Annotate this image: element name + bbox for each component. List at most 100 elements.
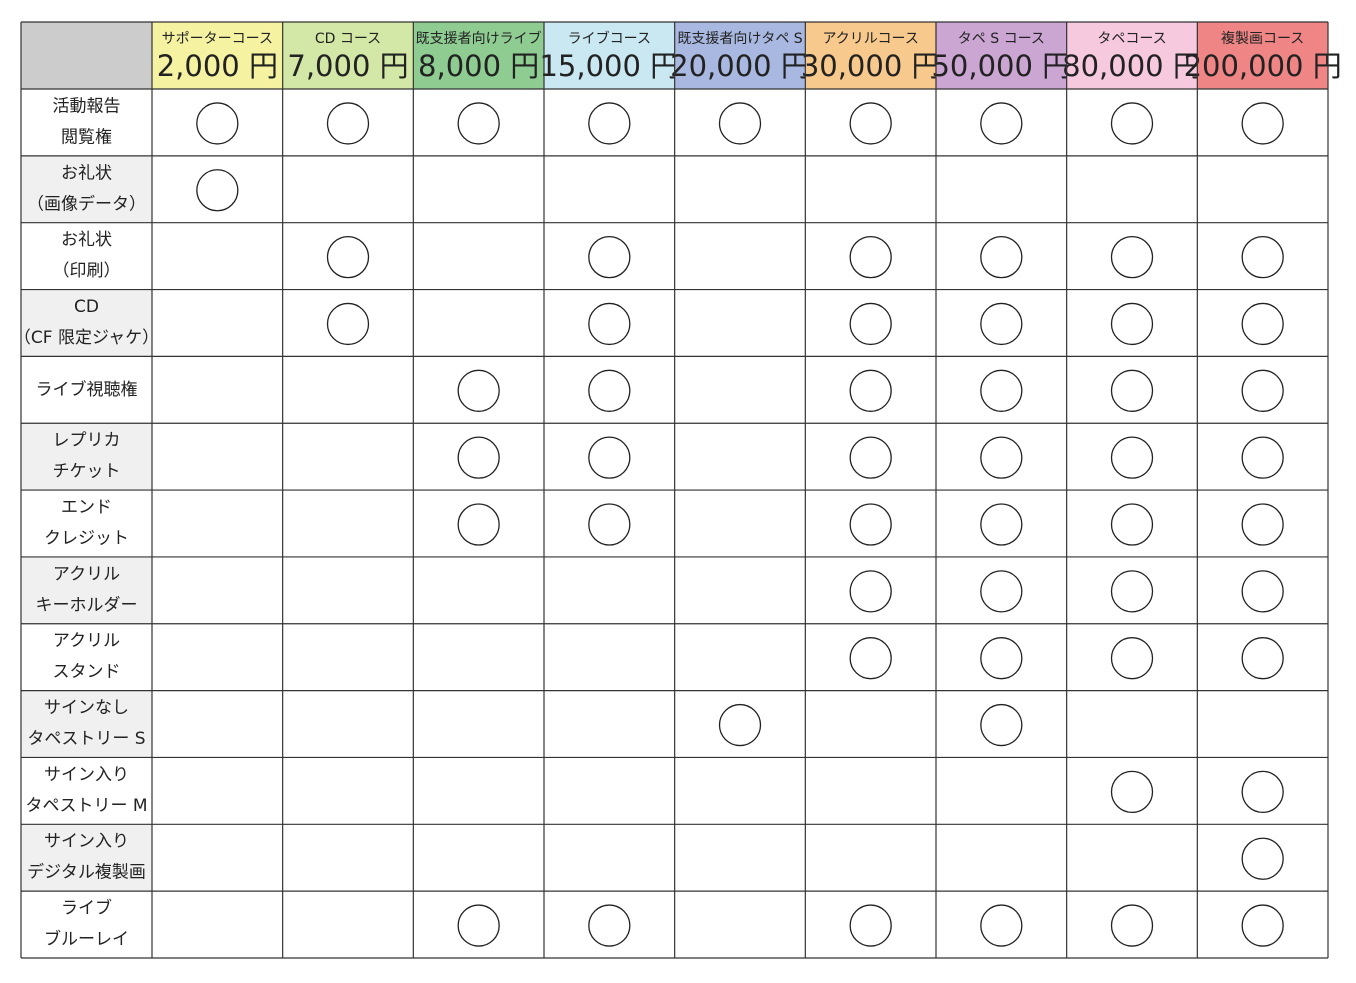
included-mark [980, 637, 1023, 680]
included-mark [980, 570, 1023, 613]
row-label: 活動報告 [53, 96, 121, 116]
row-label: タペストリー M [25, 796, 147, 816]
included-mark [196, 102, 239, 145]
included-mark [588, 235, 631, 279]
included-mark [457, 369, 500, 412]
included-mark [1241, 637, 1284, 680]
course-name: 既支援者向けタペ S [677, 31, 802, 47]
included-mark [980, 503, 1023, 546]
row-label: ライブ視聴権 [36, 379, 138, 400]
row-label: サイン入り [44, 765, 129, 785]
included-mark [980, 302, 1023, 346]
included-mark [1241, 102, 1284, 145]
included-mark [980, 436, 1023, 479]
included-mark [457, 904, 500, 947]
included-mark [1241, 570, 1284, 613]
included-mark [980, 235, 1023, 279]
course-price: 2,000 円 [157, 49, 278, 83]
included-mark [1110, 302, 1154, 346]
header-cell [413, 22, 544, 89]
included-mark [1241, 235, 1284, 279]
row-label-cell [21, 89, 152, 156]
header-cell [152, 22, 283, 89]
included-mark [196, 169, 239, 212]
included-mark [588, 503, 631, 546]
course-name: アクリルコース [823, 31, 919, 47]
included-mark [1110, 503, 1154, 546]
included-mark [849, 904, 892, 947]
included-mark [1110, 369, 1154, 412]
header-cell [1066, 22, 1198, 89]
course-name: タペコース [1097, 31, 1166, 47]
course-name: CD コース [315, 31, 381, 47]
included-mark [980, 369, 1023, 412]
row-label: （CF 限定ジャケ） [14, 328, 159, 348]
row-label: エンド [61, 498, 112, 518]
included-mark [1110, 102, 1154, 145]
course-name: タペ S コース [958, 31, 1045, 47]
course-name: 既支援者向けライブ [416, 30, 542, 47]
included-mark [1110, 570, 1154, 613]
included-mark [849, 102, 892, 145]
row-label: デジタル複製画 [27, 862, 146, 883]
included-mark [849, 503, 892, 546]
course-price: 15,000 円 [539, 49, 679, 83]
course-price: 200,000 円 [1184, 49, 1342, 83]
row-label: お礼状 [61, 230, 112, 250]
corner-cell [21, 22, 152, 89]
included-mark [980, 102, 1023, 145]
included-mark [1241, 302, 1284, 346]
included-mark [849, 369, 892, 412]
included-mark [326, 235, 370, 279]
included-mark [1241, 369, 1284, 412]
row-label: CD [74, 297, 99, 317]
course-price: 8,000 円 [418, 49, 539, 83]
row-label: スタンド [53, 662, 121, 682]
included-mark [849, 235, 892, 279]
course-name: 複製画コース [1221, 30, 1304, 47]
row-label-cell [21, 556, 152, 624]
included-mark [849, 436, 892, 479]
row-label-cell [21, 891, 152, 958]
included-mark [588, 102, 631, 145]
included-mark [1110, 770, 1154, 814]
row-label-cell [21, 423, 152, 491]
row-label: アクリル [53, 631, 120, 651]
included-mark [1110, 904, 1154, 947]
row-label-cell [21, 356, 152, 424]
included-mark [718, 102, 762, 145]
row-label: （画像データ） [27, 193, 146, 214]
header-cell [805, 22, 936, 89]
included-mark [1241, 904, 1284, 947]
row-label: キーホルダー [36, 595, 138, 615]
included-mark [849, 302, 892, 346]
course-price: 7,000 円 [287, 49, 408, 83]
included-mark [980, 703, 1023, 747]
row-label-cell [21, 155, 152, 223]
course-price: 50,000 円 [931, 49, 1071, 83]
included-mark [1241, 837, 1284, 880]
included-mark [1241, 770, 1284, 814]
included-mark [1241, 436, 1284, 479]
included-mark [588, 436, 631, 479]
row-label: クレジット [44, 529, 129, 549]
included-mark [1110, 436, 1154, 479]
course-price: 80,000 円 [1062, 49, 1202, 83]
included-mark [588, 904, 631, 947]
included-mark [457, 102, 500, 145]
included-mark [588, 302, 631, 346]
header-cell [544, 22, 675, 89]
row-label: レプリカ [53, 431, 121, 451]
included-mark [457, 436, 500, 479]
included-mark [326, 102, 370, 145]
row-label: アクリル [53, 564, 120, 584]
row-label: チケット [53, 462, 121, 482]
row-label-cell [21, 490, 152, 557]
included-mark [1241, 503, 1284, 546]
row-label: ブルーレイ [44, 929, 129, 950]
course-name: ライブコース [568, 30, 651, 47]
row-label: （印刷） [53, 261, 121, 281]
row-label: お礼状 [61, 163, 112, 183]
row-label: サインなし [44, 698, 129, 718]
